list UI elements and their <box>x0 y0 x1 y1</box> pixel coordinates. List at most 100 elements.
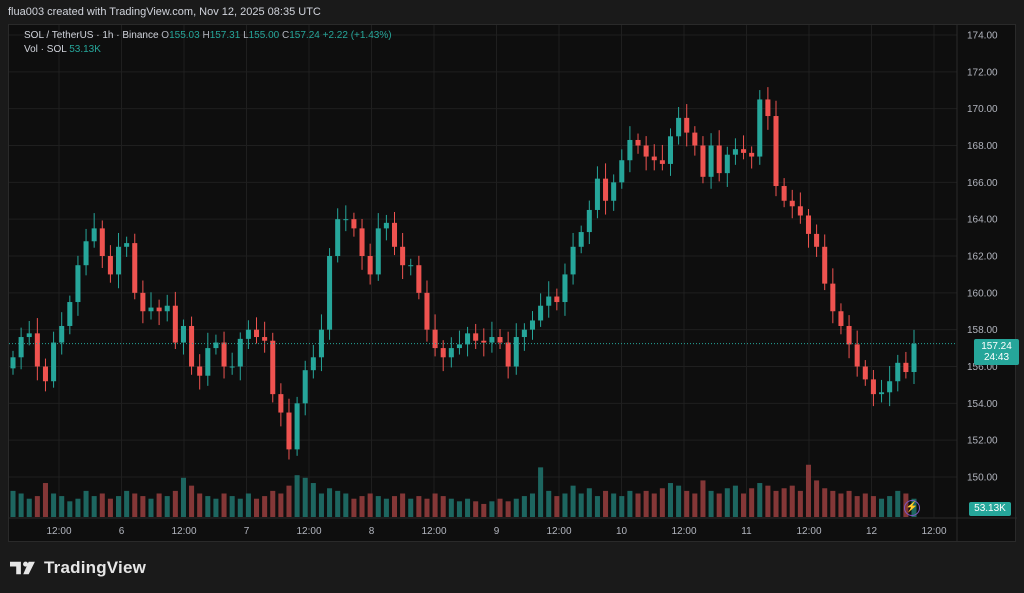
y-tick-label: 170.00 <box>967 104 998 115</box>
candle-body <box>42 366 48 382</box>
x-tick-label: 12:00 <box>796 526 821 537</box>
candle-body <box>432 329 438 349</box>
candle-countdown: 24:43 <box>983 351 1010 363</box>
chart-frame[interactable]: 150.00 152.00 154.00 156.00 158.00 160.00 162.… <box>8 24 1019 543</box>
price-chart[interactable]: 150.00 152.00 154.00 156.00 158.00 160.00 162.… <box>9 25 1017 543</box>
candle-body <box>456 344 462 349</box>
y-tick-label: 150.00 <box>967 473 998 484</box>
x-tick-label: 12:00 <box>546 526 571 537</box>
volume-bar <box>651 493 657 517</box>
candle-body <box>367 256 373 275</box>
candle-body <box>830 283 836 312</box>
candle-body <box>335 219 341 256</box>
y-tick-label: 172.00 <box>967 67 998 78</box>
candle-body <box>375 228 381 275</box>
x-tick-label: 12:00 <box>421 526 446 537</box>
y-tick-label: 166.00 <box>967 178 998 189</box>
volume-bar <box>51 493 57 517</box>
candle-body <box>51 342 57 382</box>
volume-bar <box>335 490 341 517</box>
brand-wordmark: TradingView <box>44 558 147 577</box>
y-tick-label: 156.00 <box>967 362 998 373</box>
symbol-title[interactable]: SOL / TetherUS · 1h · Binance <box>24 30 159 41</box>
volume-bar <box>34 496 40 517</box>
volume-value: 53.13K <box>69 44 101 55</box>
volume-bar <box>635 493 641 517</box>
candle-body <box>302 370 308 404</box>
volume-bar <box>327 488 333 517</box>
candle-body <box>213 342 219 349</box>
volume-bar <box>270 490 276 517</box>
x-tick-label: 12:00 <box>671 526 696 537</box>
lightning-icon[interactable]: ⚡ <box>904 500 920 516</box>
candle-body <box>383 222 389 229</box>
volume-bar <box>814 480 820 517</box>
candle-body <box>708 145 714 177</box>
candle-body <box>805 215 811 234</box>
volume-bar <box>375 496 381 517</box>
close-label: C <box>282 30 290 41</box>
volume-bar <box>262 496 268 517</box>
volume-bar <box>278 493 284 517</box>
candle-body <box>749 152 755 157</box>
candle-body <box>180 325 186 343</box>
volume-bar <box>708 490 714 517</box>
candle-body <box>262 337 268 341</box>
candle-body <box>911 343 917 373</box>
chart-header: flua003 created with TradingView.com, No… <box>0 0 1024 24</box>
volume-title[interactable]: Vol · SOL <box>24 44 67 55</box>
volume-bar <box>197 493 203 517</box>
x-tick-label: 11 <box>741 526 752 537</box>
open-label: O <box>161 30 170 41</box>
candle-body <box>416 265 422 293</box>
candle-body <box>862 366 868 380</box>
volume-bar <box>667 483 674 517</box>
candle-body <box>538 305 544 321</box>
volume-bar <box>513 498 519 517</box>
volume-bar <box>789 485 795 517</box>
candle-body <box>570 246 576 275</box>
low-label: L <box>243 30 249 41</box>
candle-body <box>692 132 698 146</box>
volume-tag: 53.13K <box>969 502 1011 516</box>
volume-bar <box>424 498 430 517</box>
y-tick-label: 164.00 <box>967 215 998 226</box>
volume-bar <box>286 485 292 517</box>
candle-body <box>611 182 617 201</box>
candle-body <box>99 228 105 256</box>
volume-bar <box>497 498 503 517</box>
volume-bar <box>805 464 811 517</box>
candle-body <box>83 241 89 266</box>
volume-bar <box>351 498 357 517</box>
candle-body <box>440 348 446 358</box>
y-tick-label: 152.00 <box>967 436 998 447</box>
candle-body <box>221 342 227 367</box>
candle-body <box>448 348 454 358</box>
candle-body <box>253 329 260 338</box>
volume-bar <box>887 496 893 517</box>
volume-bar <box>205 496 211 517</box>
volume-bar <box>253 498 260 517</box>
candle-body <box>854 344 860 367</box>
candle-body <box>741 149 747 153</box>
candle-body <box>578 232 584 247</box>
footer: TradingView <box>0 542 1024 593</box>
volume-bar <box>603 490 609 517</box>
volume-bar <box>302 477 308 517</box>
candle-body <box>132 243 138 293</box>
candle-body <box>107 256 113 275</box>
candle-body <box>594 178 600 210</box>
volume-bar <box>42 483 48 517</box>
volume-bar <box>700 480 706 517</box>
tradingview-logo[interactable]: TradingView <box>10 558 146 578</box>
candle-body <box>521 329 527 338</box>
candle-body <box>26 333 32 338</box>
candle-body <box>822 246 828 284</box>
candle-body <box>684 117 690 133</box>
volume-bar <box>132 493 138 517</box>
candle-body <box>34 333 40 367</box>
volume-bar <box>99 493 105 517</box>
candle-body <box>887 381 893 393</box>
candle-body <box>513 337 519 367</box>
volume-bar <box>554 496 560 517</box>
